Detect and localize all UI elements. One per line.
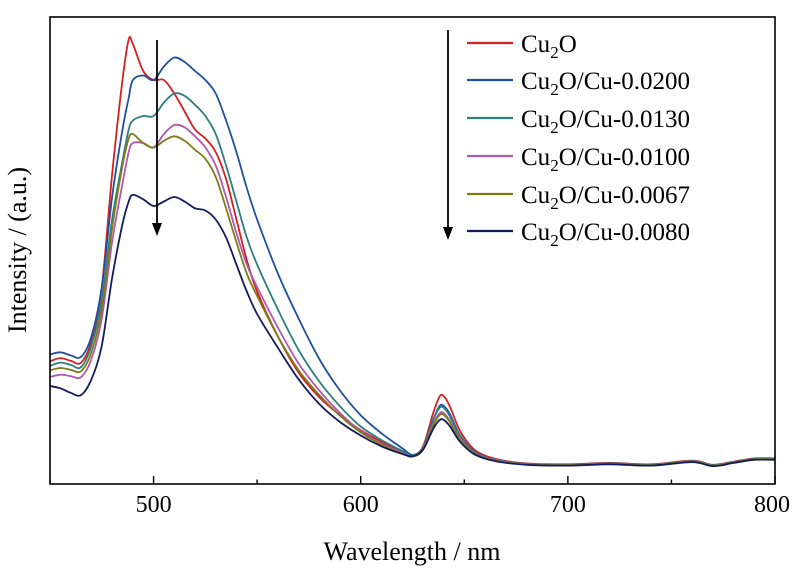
x-axis-ticks bbox=[49, 476, 776, 484]
legend-label: Cu2O/Cu-0.0100 bbox=[521, 144, 690, 175]
arrow-down-legend-icon bbox=[443, 30, 453, 240]
legend-item: Cu2O/Cu-0.0100 bbox=[467, 144, 690, 175]
legend-label: Cu2O/Cu-0.0130 bbox=[521, 106, 690, 137]
series-line-4 bbox=[49, 123, 776, 467]
legend-label: Cu2O/Cu-0.0200 bbox=[521, 68, 690, 99]
x-tick-label: 800 bbox=[754, 492, 790, 518]
legend-label: Cu2O/Cu-0.0080 bbox=[521, 219, 690, 250]
legend-label: Cu2O/Cu-0.0067 bbox=[521, 182, 690, 213]
legend-item: Cu2O bbox=[467, 31, 577, 62]
legend-label: Cu2O bbox=[521, 31, 577, 62]
plot-lines-group bbox=[49, 36, 776, 468]
arrow-down-peak-icon bbox=[152, 40, 162, 236]
legend-item: Cu2O/Cu-0.0130 bbox=[467, 106, 690, 137]
y-axis-title: Intensity / (a.u.) bbox=[3, 167, 32, 333]
x-tick-label: 700 bbox=[550, 492, 586, 518]
legend-item: Cu2O/Cu-0.0067 bbox=[467, 182, 690, 213]
x-axis-tick-labels: 500 600 700 800 bbox=[136, 492, 790, 518]
arrow-annotations bbox=[152, 30, 453, 240]
legend-item: Cu2O/Cu-0.0080 bbox=[467, 219, 690, 250]
series-line-6 bbox=[49, 193, 776, 468]
legend: Cu2O Cu2O/Cu-0.0200 Cu2O/Cu-0.0130 Cu2O/Cu-… bbox=[467, 31, 690, 250]
series-line-1 bbox=[49, 36, 776, 466]
x-axis-title: Wavelength / nm bbox=[324, 537, 501, 566]
x-tick-label: 500 bbox=[136, 492, 172, 518]
x-tick-label: 600 bbox=[343, 492, 379, 518]
legend-item: Cu2O/Cu-0.0200 bbox=[467, 68, 690, 99]
plot-frame bbox=[49, 16, 776, 485]
